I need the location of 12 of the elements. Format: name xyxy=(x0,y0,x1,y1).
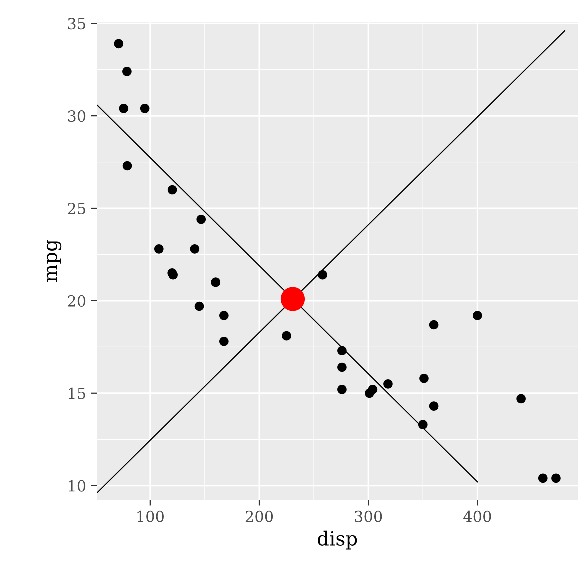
y-tick-label: 30 xyxy=(68,110,86,122)
y-tick-label: 10 xyxy=(69,480,86,492)
x-tick-label: 300 xyxy=(355,510,382,522)
y-tick-label: 15 xyxy=(69,388,86,400)
y-tick-label: 25 xyxy=(68,202,86,215)
x-axis-title: disp xyxy=(318,530,358,550)
x-tick-label: 100 xyxy=(138,510,164,522)
y-tick-label: 35 xyxy=(68,18,86,30)
x-tick-label: 200 xyxy=(246,510,274,522)
y-axis-title: mpg xyxy=(46,240,62,282)
y-tick-label: 20 xyxy=(68,295,86,307)
x-tick-label: 400 xyxy=(464,510,492,522)
